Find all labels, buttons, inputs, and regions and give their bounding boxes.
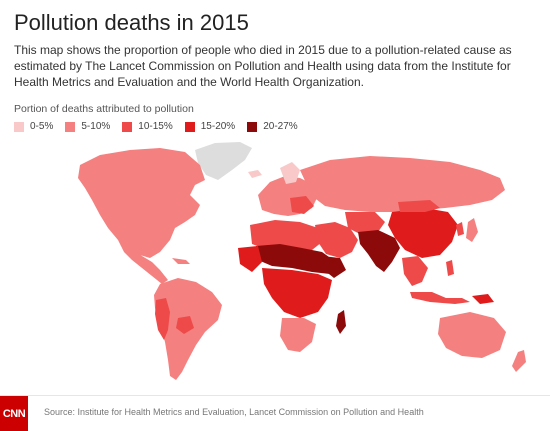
region-west-africa	[238, 246, 262, 272]
region-bolivia	[176, 316, 194, 334]
world-choropleth-map	[78, 142, 526, 380]
region-caribbean	[172, 258, 190, 264]
legend-swatch	[247, 121, 258, 132]
legend: 0-5% 5-10% 10-15% 15-20% 20-27%	[14, 121, 298, 132]
legend-swatch	[122, 121, 133, 132]
region-central-asia	[345, 212, 385, 234]
cnn-logo: CNN	[0, 396, 28, 431]
legend-item-5-10: 5-10%	[65, 121, 110, 132]
region-papua-new-guinea	[472, 294, 494, 304]
map-title: Pollution deaths in 2015	[14, 10, 249, 35]
region-southern-africa	[280, 318, 316, 352]
region-mongolia	[398, 200, 440, 212]
map-description: This map shows the proportion of people …	[14, 43, 512, 89]
region-new-zealand	[512, 350, 526, 372]
region-iceland	[248, 170, 262, 178]
region-indonesia	[410, 292, 470, 304]
region-korea	[456, 222, 464, 236]
cnn-logo-text: CNN	[2, 407, 26, 420]
region-madagascar	[336, 310, 346, 334]
legend-title: Portion of deaths attributed to pollutio…	[14, 103, 194, 115]
region-southeast-asia	[402, 256, 428, 286]
region-middle-east	[315, 222, 358, 258]
legend-swatch	[14, 121, 24, 132]
region-central-america	[118, 240, 168, 284]
region-sahel	[256, 244, 336, 274]
legend-swatch	[184, 121, 195, 132]
region-eastern-europe	[290, 196, 314, 214]
legend-item-10-15: 10-15%	[122, 121, 173, 132]
region-horn-of-africa	[322, 256, 346, 278]
region-japan	[466, 218, 478, 242]
legend-label: 5-10%	[81, 121, 111, 132]
footer: CNN Source: Institute for Health Metrics…	[0, 395, 550, 431]
region-central-africa	[262, 268, 332, 318]
legend-label: 20-27%	[263, 121, 298, 132]
legend-label: 10-15%	[138, 121, 173, 132]
region-china	[388, 208, 458, 258]
region-south-asia	[358, 230, 400, 272]
source-note: Source: Institute for Health Metrics and…	[44, 407, 424, 417]
legend-item-20-27: 20-27%	[247, 121, 298, 132]
region-north-america	[78, 148, 205, 258]
region-australia	[438, 312, 506, 358]
region-north-africa	[250, 220, 322, 252]
region-scandinavia	[280, 162, 300, 184]
region-philippines	[446, 260, 454, 276]
legend-swatch	[65, 121, 76, 132]
region-russia	[300, 156, 505, 212]
region-greenland	[195, 142, 252, 180]
region-andes	[155, 298, 170, 340]
legend-label: 0-5%	[30, 121, 54, 132]
legend-label: 15-20%	[200, 121, 236, 132]
legend-item-15-20: 15-20%	[184, 121, 236, 132]
legend-item-0-5: 0-5%	[14, 121, 53, 132]
